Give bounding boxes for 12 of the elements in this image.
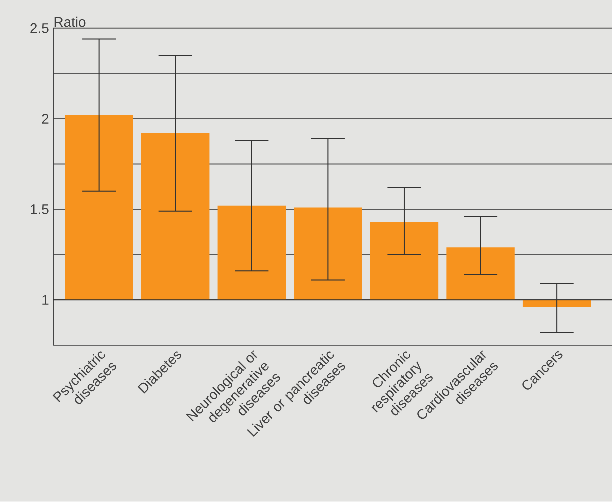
y-tick-label: 2	[42, 114, 49, 124]
bar	[522, 300, 592, 308]
bar	[218, 206, 286, 300]
y-tick-label: 2.5	[30, 24, 49, 34]
y-tick-label: 1	[42, 295, 49, 306]
bar	[65, 115, 134, 300]
y-axis-title: Ratio	[54, 17, 86, 28]
bar	[446, 248, 515, 300]
y-tick-label: 1.5	[31, 204, 49, 215]
bar	[370, 222, 439, 300]
bar	[142, 134, 210, 300]
bar	[294, 208, 362, 300]
